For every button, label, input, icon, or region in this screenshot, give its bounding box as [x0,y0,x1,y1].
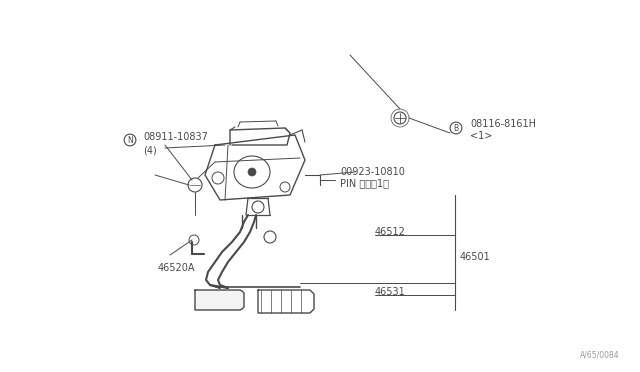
Ellipse shape [248,168,256,176]
Text: (4): (4) [143,145,157,155]
Text: 46512: 46512 [375,227,406,237]
Text: PIN ピン（1）: PIN ピン（1） [340,178,389,188]
Text: <1>: <1> [470,131,492,141]
Text: 46501: 46501 [460,252,491,262]
Text: 46531: 46531 [375,287,406,297]
Text: B: B [453,124,459,132]
Text: 46520A: 46520A [158,263,195,273]
Text: 00923-10810: 00923-10810 [340,167,405,177]
Text: 08911-10837: 08911-10837 [143,132,208,142]
Polygon shape [195,290,244,310]
Text: A/65/0084: A/65/0084 [580,351,620,360]
Text: 08116-8161H: 08116-8161H [470,119,536,129]
Text: N: N [127,135,133,144]
